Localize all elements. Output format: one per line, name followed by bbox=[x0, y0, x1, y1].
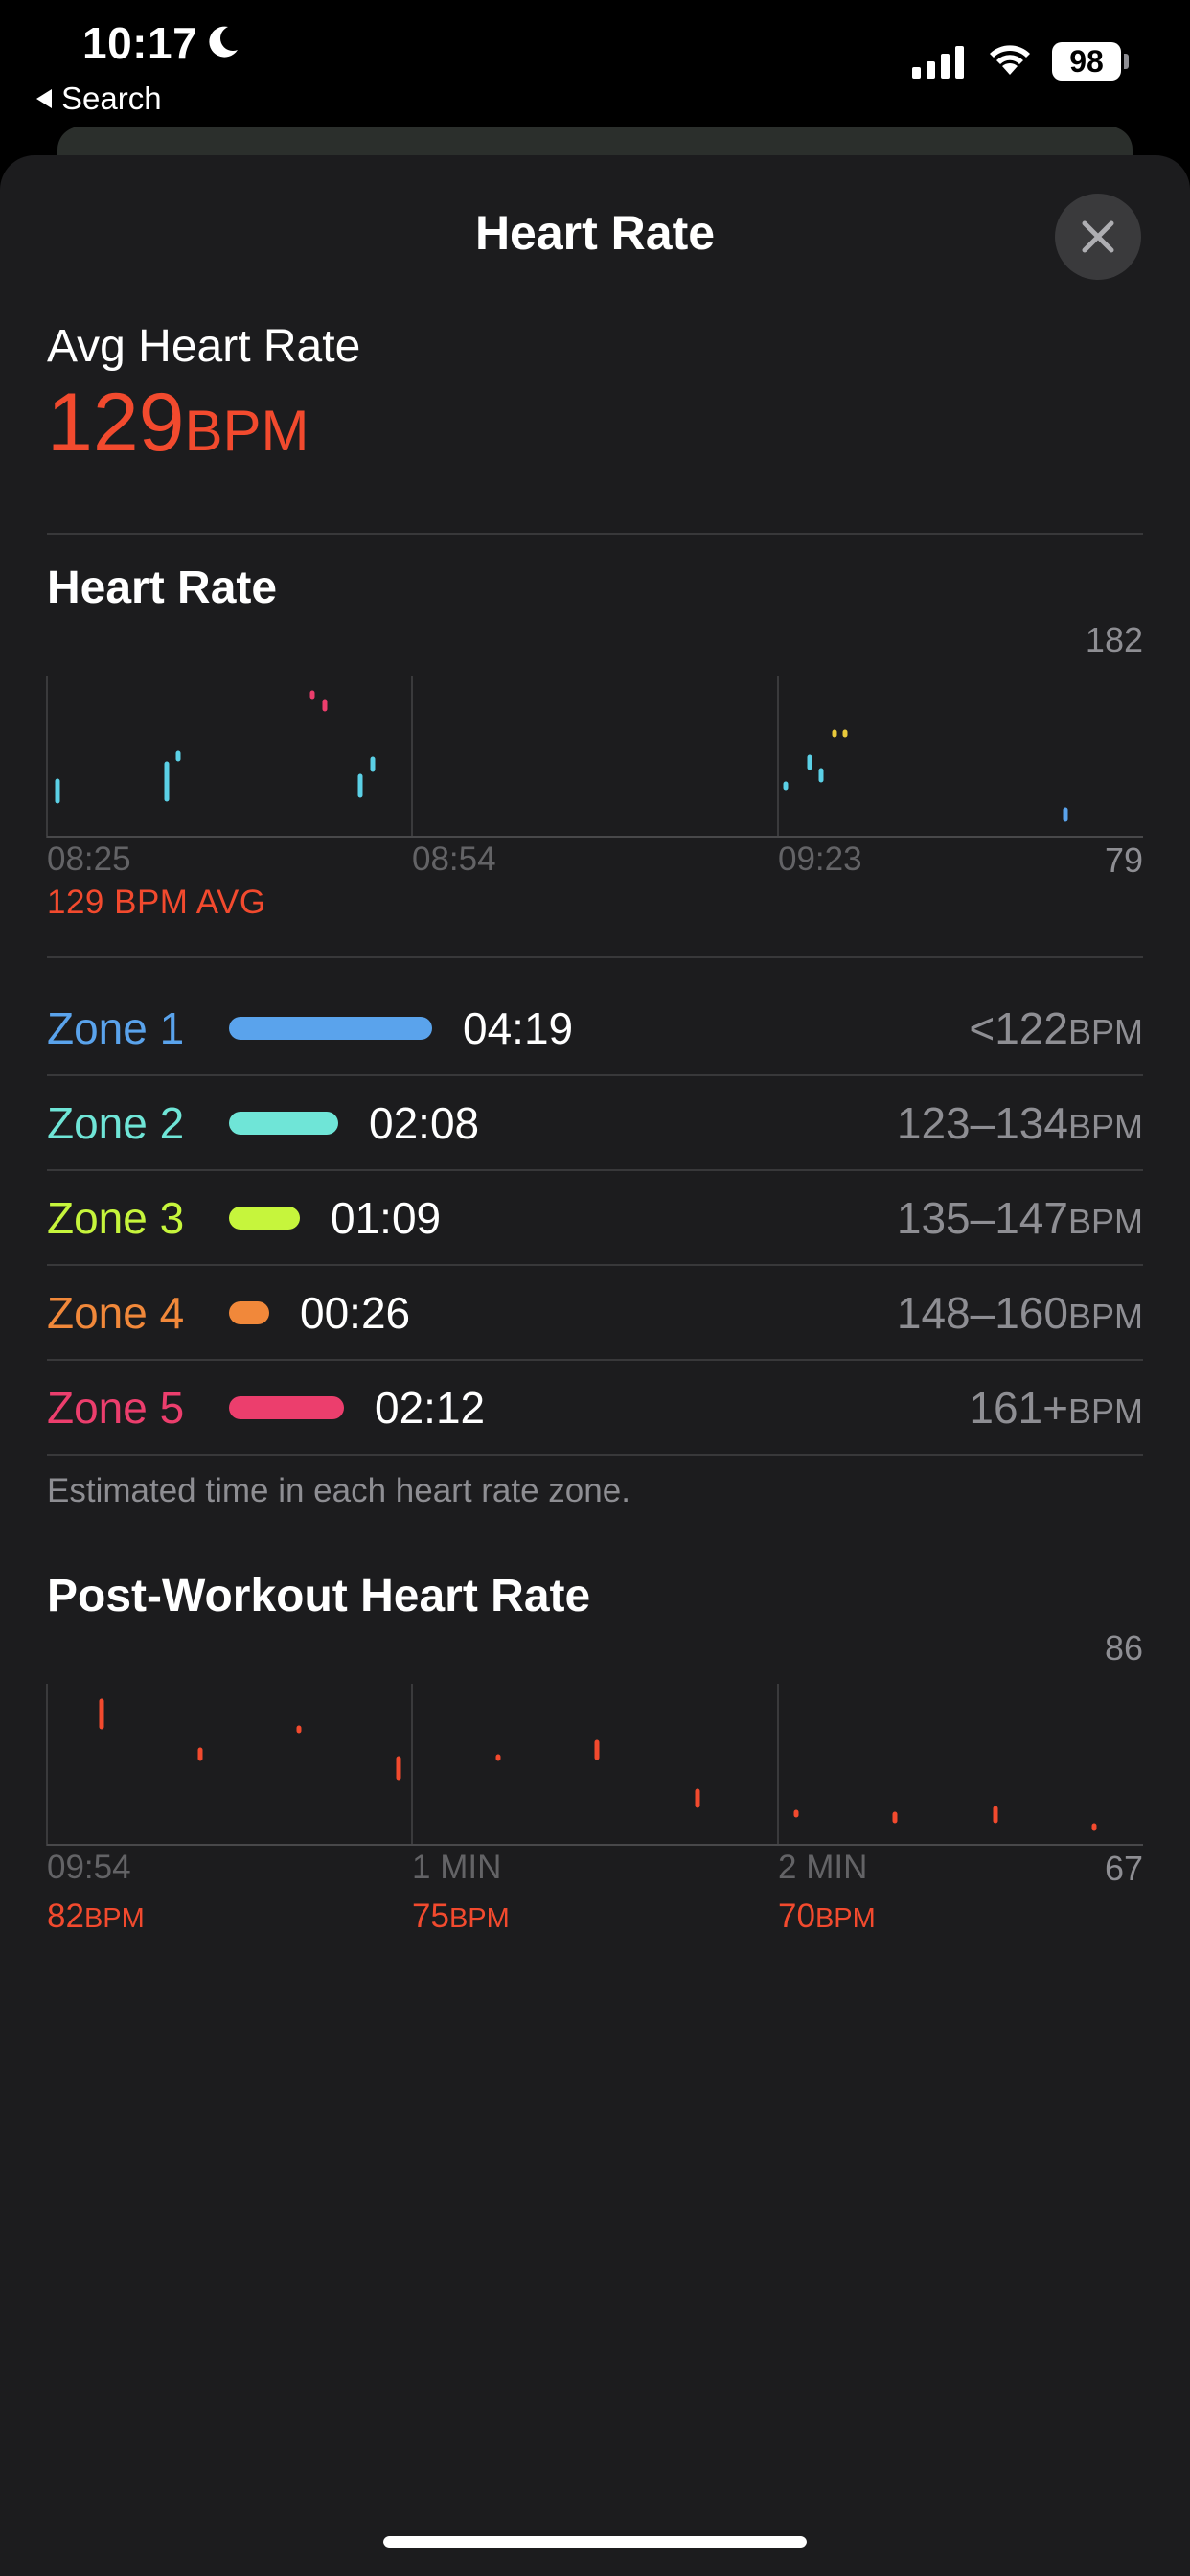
post-workout-value-unit: BPM bbox=[448, 1903, 510, 1934]
zone-range-unit: BPM bbox=[1067, 1392, 1143, 1431]
zone-range-value: 161+ bbox=[969, 1383, 1068, 1433]
zone-name: Zone 4 bbox=[47, 1288, 185, 1338]
battery-level: 98 bbox=[1069, 43, 1104, 79]
post-workout-value-number: 70 bbox=[778, 1898, 815, 1935]
status-bar: 10:17 Search 98 bbox=[0, 0, 1190, 125]
zone-range-unit: BPM bbox=[1067, 1297, 1143, 1336]
avg-heart-rate-value: 129BPM bbox=[47, 381, 309, 464]
heart-rate-x-label: 09:23 bbox=[778, 840, 862, 878]
zone-range: 135–147BPM bbox=[897, 1192, 1143, 1244]
zone-range: 123–134BPM bbox=[897, 1097, 1143, 1149]
post-workout-value-number: 75 bbox=[412, 1898, 449, 1935]
post-workout-y-max: 86 bbox=[1104, 1628, 1143, 1668]
zone-range: 161+BPM bbox=[969, 1382, 1143, 1434]
close-button[interactable] bbox=[1055, 194, 1141, 280]
post-workout-y-min: 67 bbox=[1104, 1849, 1143, 1888]
post-workout-x-label: 09:54 bbox=[47, 1849, 131, 1886]
zone-range-value: 148–160 bbox=[896, 1288, 1068, 1338]
divider bbox=[47, 1074, 1143, 1076]
divider bbox=[47, 1169, 1143, 1171]
zone-time: 04:19 bbox=[463, 1003, 574, 1053]
zone-row: Zone 1 04:19 <122BPM bbox=[47, 981, 1143, 1075]
post-workout-value: 70BPM bbox=[778, 1898, 876, 1936]
zone-bar bbox=[229, 1396, 344, 1419]
zone-name: Zone 2 bbox=[47, 1098, 185, 1148]
zone-range-value: 135–147 bbox=[896, 1193, 1068, 1243]
avg-value-unit: BPM bbox=[184, 399, 309, 463]
zone-note: Estimated time in each heart rate zone. bbox=[47, 1472, 630, 1509]
zone-name: Zone 1 bbox=[47, 1003, 185, 1053]
zone-row: Zone 4 00:26 148–160BPM bbox=[47, 1266, 1143, 1360]
divider bbox=[47, 956, 1143, 958]
zone-range-unit: BPM bbox=[1067, 1012, 1143, 1051]
zone-time: 00:26 bbox=[300, 1288, 411, 1338]
post-workout-value: 82BPM bbox=[47, 1898, 145, 1936]
heart-rate-x-label: 08:54 bbox=[412, 840, 496, 878]
heart-rate-y-max: 182 bbox=[1085, 620, 1143, 659]
back-arrow-icon bbox=[36, 89, 52, 108]
heart-rate-chart-title: Heart Rate bbox=[47, 563, 278, 613]
zone-row: Zone 5 02:12 161+BPM bbox=[47, 1361, 1143, 1455]
post-workout-chart-title: Post-Workout Heart Rate bbox=[47, 1571, 591, 1622]
heart-rate-avg-caption: 129 BPM AVG bbox=[47, 884, 266, 921]
zone-row: Zone 2 02:08 123–134BPM bbox=[47, 1076, 1143, 1170]
post-workout-x-label: 1 MIN bbox=[412, 1849, 502, 1886]
heart-rate-chart bbox=[46, 676, 1143, 838]
zone-range-unit: BPM bbox=[1067, 1202, 1143, 1241]
post-workout-chart bbox=[46, 1684, 1143, 1846]
zone-bar bbox=[229, 1017, 432, 1040]
zone-range: 148–160BPM bbox=[897, 1287, 1143, 1339]
divider bbox=[47, 1264, 1143, 1266]
post-workout-value-unit: BPM bbox=[83, 1903, 145, 1934]
zone-time: 01:09 bbox=[331, 1193, 442, 1243]
cellular-signal-icon bbox=[912, 44, 964, 79]
back-label: Search bbox=[61, 80, 162, 116]
divider bbox=[47, 533, 1143, 535]
zone-bar bbox=[229, 1207, 300, 1230]
avg-value-number: 129 bbox=[47, 377, 185, 469]
avg-heart-rate-label: Avg Heart Rate bbox=[47, 321, 361, 372]
zone-name: Zone 3 bbox=[47, 1193, 185, 1243]
zone-bar bbox=[229, 1301, 269, 1324]
sheet-title: Heart Rate bbox=[474, 206, 716, 260]
heart-rate-gridlines bbox=[46, 676, 779, 838]
post-workout-value: 75BPM bbox=[412, 1898, 510, 1936]
zone-range: <122BPM bbox=[969, 1002, 1143, 1054]
heart-rate-x-label: 08:25 bbox=[47, 840, 131, 878]
heart-rate-sheet bbox=[0, 155, 1190, 2576]
post-workout-value-number: 82 bbox=[47, 1898, 84, 1935]
zone-time: 02:08 bbox=[369, 1098, 480, 1148]
status-time: 10:17 bbox=[82, 18, 198, 68]
divider bbox=[47, 1359, 1143, 1361]
zone-range-value: 123–134 bbox=[896, 1098, 1068, 1148]
battery-icon: 98 bbox=[1052, 42, 1121, 80]
heart-rate-y-min: 79 bbox=[1104, 840, 1143, 880]
zone-name: Zone 5 bbox=[47, 1383, 185, 1433]
moon-icon bbox=[209, 26, 238, 58]
post-workout-x-label: 2 MIN bbox=[778, 1849, 868, 1886]
battery-nub bbox=[1124, 54, 1129, 69]
post-workout-gridlines bbox=[46, 1684, 779, 1846]
zone-range-unit: BPM bbox=[1067, 1107, 1143, 1146]
close-icon bbox=[1082, 220, 1114, 253]
back-to-search[interactable]: Search bbox=[36, 80, 162, 117]
zone-time: 02:12 bbox=[375, 1383, 486, 1433]
zone-row: Zone 3 01:09 135–147BPM bbox=[47, 1171, 1143, 1265]
divider bbox=[47, 1454, 1143, 1456]
post-workout-value-unit: BPM bbox=[814, 1903, 876, 1934]
wifi-icon bbox=[990, 45, 1030, 75]
zone-bar bbox=[229, 1112, 338, 1135]
zone-range-value: <122 bbox=[969, 1003, 1068, 1053]
home-indicator[interactable] bbox=[383, 2536, 807, 2548]
